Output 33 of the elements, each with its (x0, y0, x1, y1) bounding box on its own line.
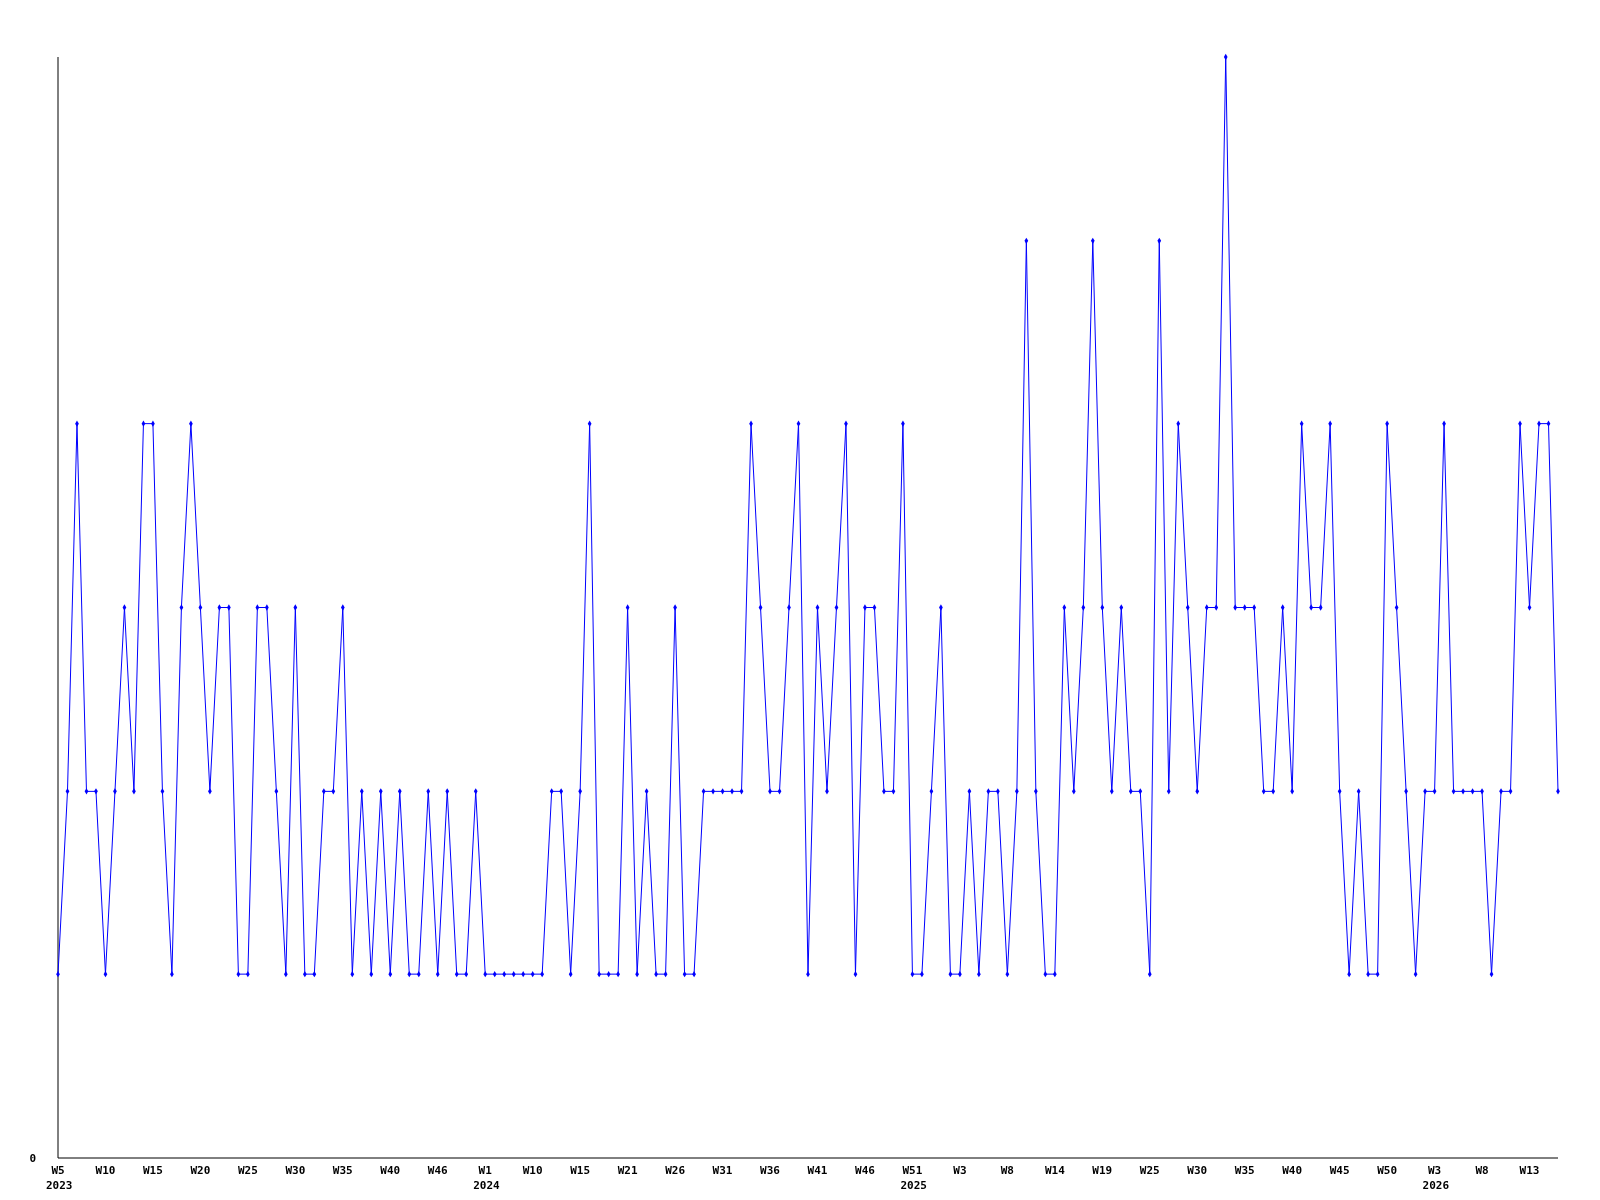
x-tick-label: W19 (1092, 1164, 1113, 1177)
x-tick-label: W51 2025 (900, 1164, 927, 1192)
x-tick-label: W15 (570, 1164, 591, 1177)
x-tick-label: W46 (855, 1164, 876, 1177)
x-tick-label: W8 (1000, 1164, 1014, 1177)
x-tick-label: W30 (1187, 1164, 1208, 1177)
x-tick-label: W35 (1234, 1164, 1255, 1177)
x-tick-label: W5 2023 (46, 1164, 73, 1192)
x-tick-label: W10 (95, 1164, 116, 1177)
x-tick-label: W30 (285, 1164, 306, 1177)
x-tick-label: W46 (427, 1164, 449, 1177)
x-tick-label: W1 2024 (473, 1164, 501, 1192)
x-tick-label: W13 (1519, 1164, 1540, 1177)
x-tick-label: W3 2026 (1422, 1164, 1450, 1192)
x-tick-label: W40 (380, 1164, 401, 1177)
x-tick-label: W35 (332, 1164, 353, 1177)
x-tick-label: W21 (617, 1164, 638, 1177)
x-tick-label: W15 (143, 1164, 163, 1177)
x-tick-label: W31 (712, 1164, 733, 1177)
x-tick-label: W26 (665, 1164, 686, 1177)
x-tick-label: W50 (1377, 1164, 1398, 1177)
x-tick-label: W8 (1475, 1164, 1489, 1177)
x-tick-label: W20 (190, 1164, 211, 1177)
x-tick-label: W25 (237, 1164, 258, 1177)
x-tick-label: W41 (807, 1164, 828, 1177)
text: 0 (29, 1151, 36, 1165)
x-tick-label: W36 (760, 1164, 781, 1177)
x-tick-label: W3 (953, 1164, 967, 1177)
x-tick-label: W10 (522, 1164, 543, 1177)
x-tick-label: W14 (1044, 1164, 1066, 1177)
x-tick-label: W40 (1282, 1164, 1303, 1177)
x-tick-label: W45 (1329, 1164, 1350, 1177)
x-tick-label: W25 (1139, 1164, 1160, 1177)
